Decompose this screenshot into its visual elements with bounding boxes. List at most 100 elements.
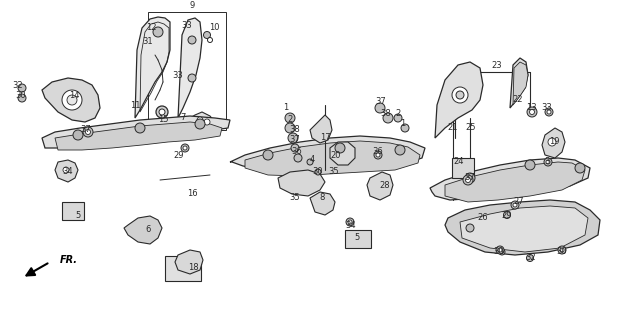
Text: 13: 13: [526, 103, 536, 113]
Text: 35: 35: [290, 194, 301, 203]
Polygon shape: [155, 120, 170, 133]
Polygon shape: [510, 58, 528, 108]
Text: 36: 36: [292, 147, 302, 156]
Circle shape: [375, 103, 385, 113]
Polygon shape: [135, 17, 170, 118]
Text: 33: 33: [173, 70, 183, 79]
Polygon shape: [542, 128, 565, 158]
Polygon shape: [178, 18, 202, 118]
Text: 36: 36: [372, 148, 383, 156]
Circle shape: [452, 87, 468, 103]
Text: 37: 37: [81, 125, 91, 134]
Text: 5: 5: [76, 211, 81, 220]
Circle shape: [558, 246, 566, 254]
Text: 34: 34: [346, 220, 356, 229]
Text: 30: 30: [312, 167, 323, 177]
Text: 12: 12: [146, 23, 156, 33]
Circle shape: [204, 31, 211, 38]
Circle shape: [294, 154, 302, 162]
Circle shape: [208, 37, 212, 43]
Polygon shape: [513, 62, 528, 105]
Text: 17: 17: [320, 133, 331, 142]
Circle shape: [346, 218, 354, 226]
Circle shape: [513, 203, 517, 207]
Text: 3: 3: [544, 157, 550, 166]
Circle shape: [498, 248, 502, 252]
Polygon shape: [42, 116, 230, 148]
Polygon shape: [460, 206, 588, 252]
Circle shape: [376, 153, 380, 157]
Polygon shape: [124, 216, 162, 244]
Text: 26: 26: [478, 213, 488, 222]
Bar: [452, 158, 474, 178]
Text: 20: 20: [331, 150, 341, 159]
Circle shape: [83, 127, 93, 137]
Text: 6: 6: [145, 226, 151, 235]
Circle shape: [159, 109, 165, 115]
Circle shape: [525, 160, 535, 170]
Circle shape: [544, 158, 552, 166]
Text: 2: 2: [396, 108, 401, 117]
Text: 27: 27: [514, 197, 524, 206]
Polygon shape: [445, 200, 600, 255]
Bar: [62, 202, 84, 220]
Circle shape: [67, 95, 77, 105]
Bar: [345, 230, 371, 248]
Circle shape: [18, 84, 26, 92]
Circle shape: [456, 91, 464, 99]
Text: 37: 37: [464, 173, 476, 182]
Circle shape: [529, 109, 534, 115]
Circle shape: [511, 201, 519, 209]
Polygon shape: [278, 170, 325, 196]
Text: 15: 15: [158, 116, 168, 124]
Bar: [148, 12, 226, 130]
Circle shape: [153, 27, 163, 37]
Text: 33: 33: [182, 20, 192, 29]
Text: 28: 28: [380, 180, 390, 189]
Text: 23: 23: [492, 60, 502, 69]
Text: 5: 5: [354, 234, 359, 243]
Circle shape: [156, 106, 168, 118]
Circle shape: [465, 173, 475, 183]
Circle shape: [188, 74, 196, 82]
Polygon shape: [245, 141, 420, 176]
Circle shape: [86, 130, 91, 134]
Circle shape: [401, 124, 409, 132]
Text: 24: 24: [454, 157, 464, 166]
Text: 22: 22: [512, 95, 523, 105]
Polygon shape: [430, 158, 590, 200]
Text: 30: 30: [557, 247, 568, 257]
Text: 9: 9: [189, 2, 194, 11]
Text: 1: 1: [401, 119, 406, 129]
Circle shape: [315, 169, 321, 175]
Text: 8: 8: [319, 194, 325, 203]
Circle shape: [63, 167, 69, 173]
Text: 29: 29: [174, 150, 184, 159]
Text: 11: 11: [130, 100, 140, 109]
Text: 37: 37: [289, 135, 301, 145]
Circle shape: [204, 119, 210, 125]
Text: 29: 29: [502, 211, 512, 220]
Polygon shape: [42, 78, 100, 122]
Polygon shape: [330, 142, 355, 165]
Circle shape: [463, 175, 473, 185]
Circle shape: [545, 108, 553, 116]
Polygon shape: [230, 136, 425, 172]
Circle shape: [188, 36, 196, 44]
Circle shape: [383, 113, 393, 123]
Circle shape: [288, 133, 298, 143]
Circle shape: [374, 151, 382, 159]
Text: 18: 18: [188, 263, 198, 273]
Circle shape: [560, 248, 564, 252]
Circle shape: [348, 220, 352, 224]
Circle shape: [496, 246, 504, 254]
Text: 35: 35: [329, 167, 339, 177]
Text: 32: 32: [526, 253, 536, 262]
Text: 4: 4: [309, 156, 314, 164]
Circle shape: [526, 254, 534, 261]
Polygon shape: [445, 162, 585, 202]
Circle shape: [527, 107, 537, 117]
Polygon shape: [310, 115, 332, 143]
Circle shape: [285, 113, 295, 123]
Circle shape: [62, 90, 82, 110]
